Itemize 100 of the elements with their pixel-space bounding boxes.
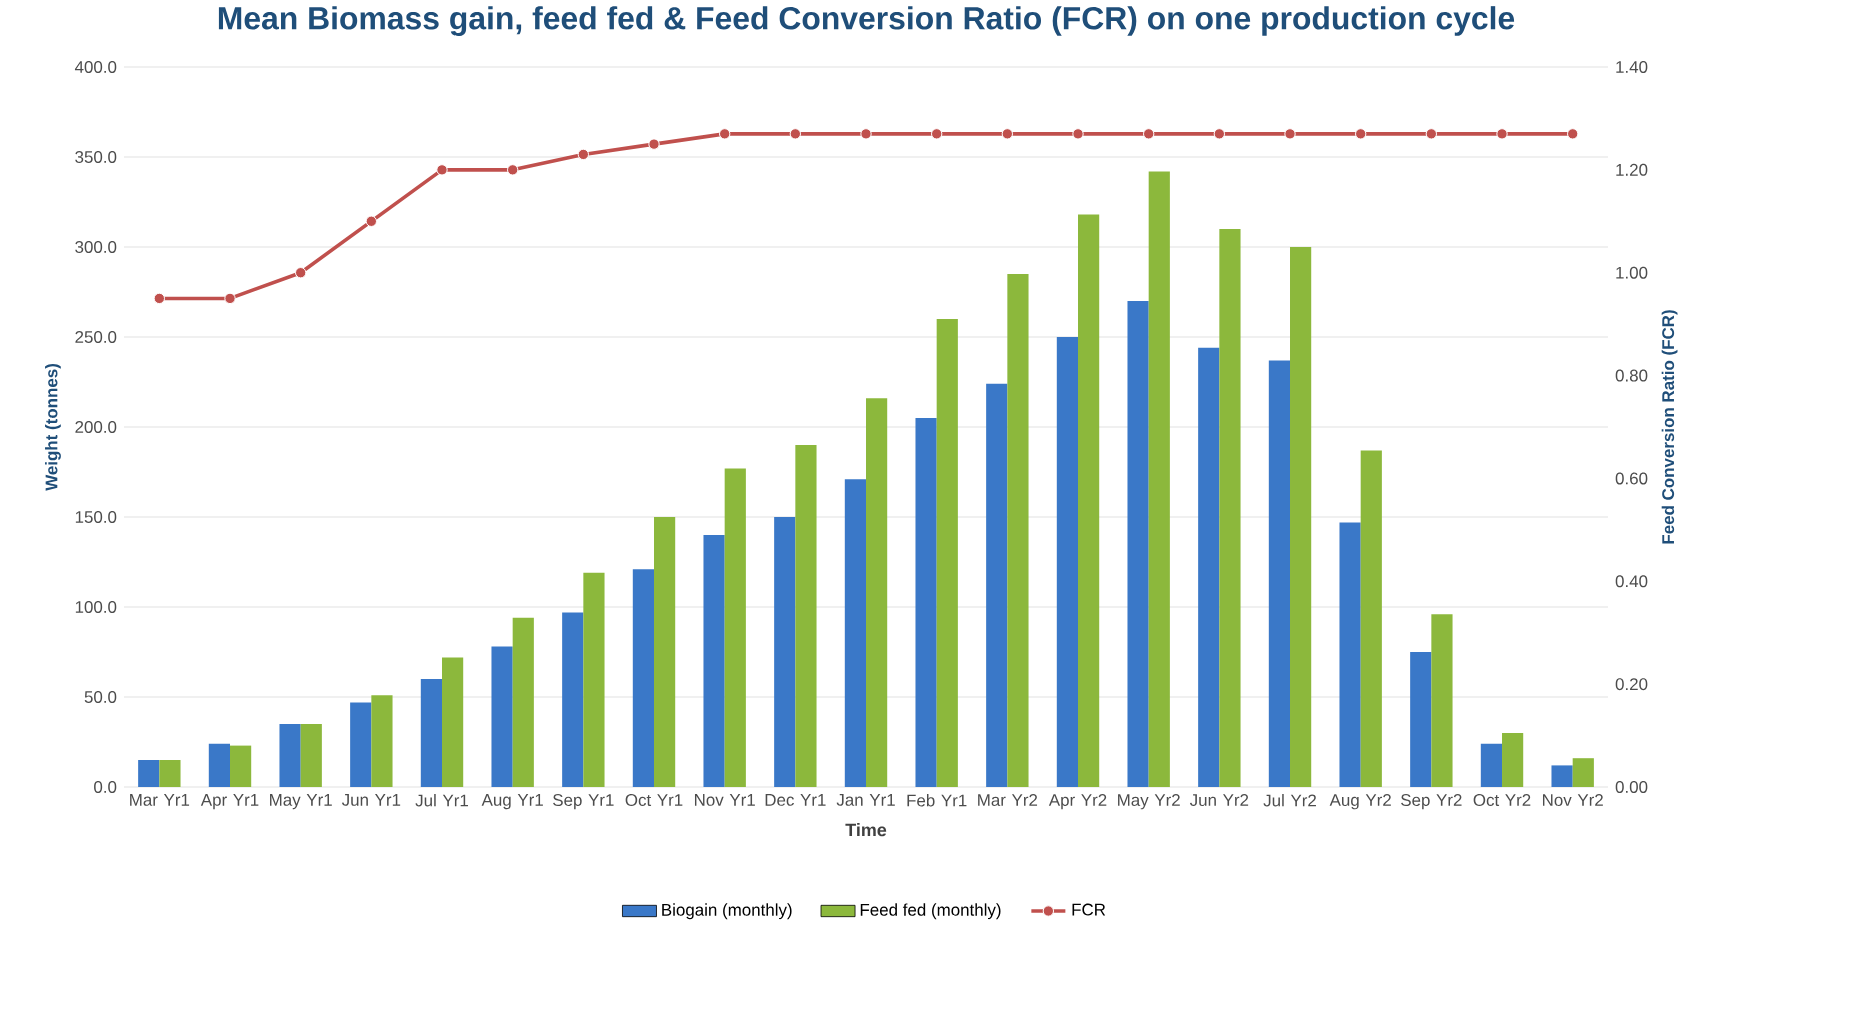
- bar: [654, 517, 676, 787]
- bar: [1007, 274, 1029, 787]
- legend-label: FCR: [1072, 903, 1106, 916]
- bar: [774, 517, 796, 787]
- y2-tick-label: 1.40: [1616, 61, 1648, 73]
- y2-tick-label: 1.20: [1616, 163, 1648, 176]
- bar: [1502, 733, 1524, 787]
- bar: [915, 418, 937, 787]
- y2-tick-label: 0.80: [1615, 369, 1648, 382]
- x-tick-label: Feb Yr1: [907, 794, 967, 807]
- point: [1567, 128, 1579, 140]
- bar: [442, 657, 464, 787]
- bar: [512, 617, 534, 787]
- point: [1142, 128, 1155, 140]
- bar: [491, 646, 513, 787]
- y-axis-title: Weight (tonnes): [45, 364, 61, 491]
- bar: [1360, 450, 1382, 787]
- point: [1496, 128, 1508, 140]
- point: [1072, 128, 1084, 140]
- bar: [159, 760, 181, 787]
- bar: [632, 569, 655, 787]
- y-tick-label: 100.0: [75, 601, 117, 613]
- y2-tick-label: 0.00: [1615, 781, 1648, 793]
- point: [1001, 128, 1014, 140]
- bar: [583, 572, 605, 787]
- x-tick-label: Jan Yr1: [836, 794, 895, 806]
- point: [648, 138, 660, 150]
- bar: [1431, 614, 1453, 787]
- point: [718, 128, 731, 140]
- y-tick-label: 150.0: [75, 511, 117, 523]
- x-tick-label: Aug Yr1: [481, 794, 543, 810]
- bar: [724, 468, 746, 787]
- point: [577, 148, 590, 161]
- bar: [562, 612, 584, 787]
- y-tick-label: 200.0: [75, 421, 117, 433]
- bar: [1219, 229, 1241, 787]
- x-tick-label: Sep Yr2: [1401, 794, 1462, 810]
- y-tick-label: 400.0: [74, 61, 117, 73]
- y2-tick-label: 1.00: [1616, 266, 1648, 279]
- y2-tick-label: 0.60: [1615, 472, 1648, 485]
- point: [1355, 128, 1367, 140]
- bar: [1551, 765, 1573, 787]
- point: [789, 128, 802, 140]
- bar: [1056, 337, 1079, 787]
- legend-label: Feed fed (monthly): [860, 903, 1001, 920]
- bar: [1148, 171, 1170, 787]
- point: [436, 164, 448, 176]
- point: [930, 128, 943, 140]
- x-tick-label: Jul Yr2: [1263, 794, 1316, 807]
- x-axis-title: Time: [845, 823, 887, 837]
- y2-axis-title: Feed Conversion Ratio (FCR): [1661, 310, 1678, 544]
- x-tick-label: Jul Yr1: [415, 794, 468, 807]
- x-tick-label: Nov Yr1: [694, 794, 755, 806]
- bar: [703, 535, 725, 787]
- y2-tick-label: 0.20: [1615, 678, 1648, 691]
- point: [1284, 128, 1296, 140]
- bar: [986, 383, 1008, 787]
- chart-title: Mean Biomass gain, feed fed & Feed Conversion Ratio (FCR) on one production cycle: [218, 6, 1515, 36]
- legend-label: Biogain (monthly): [662, 903, 792, 920]
- x-tick-label: Apr Yr1: [200, 794, 259, 810]
- y-tick-label: 350.0: [75, 151, 117, 163]
- bar: [1198, 347, 1220, 787]
- x-tick-label: Oct Yr1: [625, 794, 683, 807]
- bar: [1339, 522, 1361, 787]
- bar: [1480, 743, 1503, 787]
- bar: [1078, 214, 1100, 787]
- bar: [230, 745, 252, 787]
- y2-tick-label: 0.40: [1615, 575, 1648, 588]
- bar: [1290, 247, 1312, 787]
- x-tick-label: Sep Yr1: [553, 794, 614, 810]
- bar: [208, 743, 230, 787]
- x-tick-label: Apr Yr2: [1048, 794, 1107, 810]
- point: [506, 164, 519, 176]
- bar: [1268, 360, 1291, 787]
- point: [1213, 128, 1226, 140]
- x-tick-label: Nov Yr2: [1542, 794, 1603, 807]
- x-tick-label: Jun Yr1: [341, 794, 401, 806]
- x-tick-label: Mar Yr2: [978, 794, 1038, 807]
- point: [365, 215, 378, 227]
- x-tick-label: May Yr1: [270, 794, 332, 810]
- bar: [866, 398, 888, 787]
- x-tick-label: Mar Yr1: [130, 794, 190, 806]
- y-tick-label: 0.0: [94, 781, 117, 793]
- y-tick-label: 300.0: [75, 241, 117, 253]
- bar: [420, 679, 442, 787]
- point: [860, 128, 872, 140]
- bar: [300, 724, 322, 787]
- point: [153, 292, 166, 305]
- bar: [279, 724, 301, 787]
- bar: [371, 695, 393, 787]
- bar: [1572, 758, 1594, 787]
- bar: [138, 760, 160, 787]
- y-tick-label: 250.0: [75, 331, 117, 343]
- bar: [1127, 301, 1149, 787]
- x-tick-label: Dec Yr1: [765, 794, 826, 806]
- point: [294, 267, 307, 279]
- x-tick-label: May Yr2: [1118, 794, 1180, 810]
- bar: [795, 445, 817, 787]
- bar: [936, 319, 958, 787]
- point: [1425, 128, 1438, 140]
